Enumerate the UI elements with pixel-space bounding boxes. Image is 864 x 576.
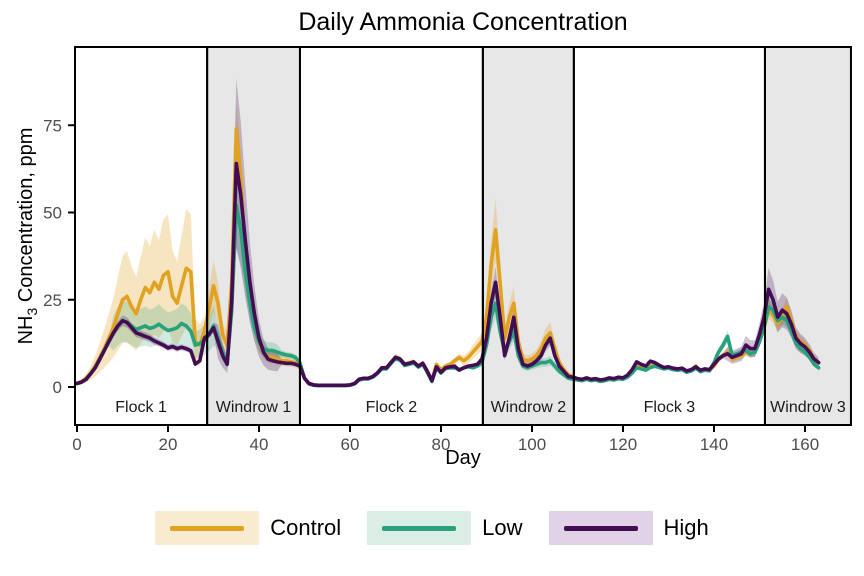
series-line-high	[75, 161, 821, 388]
y-tick-label-50: 50	[43, 204, 62, 223]
y-tick-label-75: 75	[43, 116, 62, 135]
x-axis-title: Day	[445, 447, 481, 469]
panel-label-flock-3: Flock 3	[644, 399, 696, 416]
panel-label-flock-2: Flock 2	[366, 399, 418, 416]
x-tick-label-0: 0	[72, 435, 81, 454]
legend-item-control: Control	[155, 511, 341, 545]
series-ribbon-high	[77, 78, 819, 387]
x-tick-label-120: 120	[609, 435, 637, 454]
legend: Control Low High	[0, 511, 864, 545]
y-axis-title: NH3 Concentration, ppm	[15, 46, 41, 426]
y-axis-title-suffix: Concentration, ppm	[15, 127, 37, 308]
legend-key-control	[155, 511, 260, 545]
x-tick-label-80: 80	[432, 435, 451, 454]
legend-label-high: High	[663, 515, 709, 540]
panel-bg-windrow-3	[764, 47, 851, 425]
legend-key-high	[548, 511, 653, 545]
x-tick-label-20: 20	[159, 435, 178, 454]
legend-line-low	[382, 525, 457, 531]
legend-item-low: Low	[367, 511, 523, 545]
y-axis-title-subscript: 3	[24, 307, 40, 316]
x-tick-label-40: 40	[250, 435, 269, 454]
y-axis-title-prefix: NH	[15, 315, 37, 345]
legend-line-high	[563, 525, 638, 531]
legend-label-low: Low	[482, 515, 523, 540]
x-tick-label-60: 60	[341, 435, 360, 454]
chart-title: Daily Ammonia Concentration	[298, 8, 628, 36]
legend-item-high: High	[548, 511, 709, 545]
legend-line-control	[170, 525, 245, 531]
y-tick-label-0: 0	[53, 378, 62, 397]
y-tick-label-25: 25	[43, 291, 62, 310]
panel-border-windrow-3	[763, 46, 852, 426]
panel-label-windrow-3: Windrow 3	[770, 399, 846, 416]
legend-key-low	[367, 511, 472, 545]
x-tick-label-160: 160	[791, 435, 819, 454]
x-tick-label-140: 140	[700, 435, 728, 454]
panel-label-flock-1: Flock 1	[115, 399, 167, 416]
panel-label-windrow-1: Windrow 1	[216, 399, 292, 416]
legend-label-control: Control	[270, 515, 342, 540]
panel-bg-flock-3	[573, 47, 765, 425]
panel-bg-windrow-1	[207, 47, 300, 425]
x-tick-label-100: 100	[518, 435, 546, 454]
panel-label-windrow-2: Windrow 2	[491, 399, 567, 416]
